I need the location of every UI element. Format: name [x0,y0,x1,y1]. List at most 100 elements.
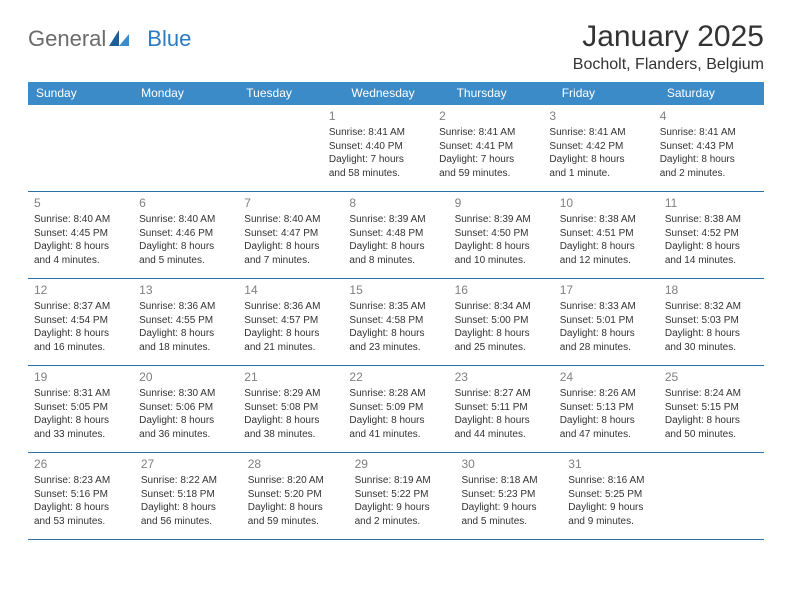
day-number: 8 [349,195,442,211]
dow-cell: Thursday [449,82,554,105]
day-cell: 24Sunrise: 8:26 AMSunset: 5:13 PMDayligh… [554,366,659,452]
day-detail-line: Sunrise: 8:40 AM [244,213,337,227]
day-detail-line: Sunset: 4:54 PM [34,314,127,328]
day-cell: 22Sunrise: 8:28 AMSunset: 5:09 PMDayligh… [343,366,448,452]
day-detail-line: Sunrise: 8:40 AM [34,213,127,227]
day-cell: 25Sunrise: 8:24 AMSunset: 5:15 PMDayligh… [659,366,764,452]
day-detail-line: Sunrise: 8:27 AM [455,387,548,401]
day-cell: 1Sunrise: 8:41 AMSunset: 4:40 PMDaylight… [323,105,433,191]
day-detail-line: Sunset: 4:51 PM [560,227,653,241]
day-number: 28 [248,456,343,472]
header: General Blue January 2025 Bocholt, Fland… [28,20,764,74]
day-detail-line: and 58 minutes. [329,167,427,181]
day-detail-line: Sunrise: 8:41 AM [329,126,427,140]
day-detail-line: Sunrise: 8:20 AM [248,474,343,488]
day-detail-line: Daylight: 7 hours [439,153,537,167]
dow-cell: Tuesday [238,82,343,105]
day-cell: 15Sunrise: 8:35 AMSunset: 4:58 PMDayligh… [343,279,448,365]
day-cell: 23Sunrise: 8:27 AMSunset: 5:11 PMDayligh… [449,366,554,452]
day-detail-line: Daylight: 8 hours [34,327,127,341]
day-detail-line: and 53 minutes. [34,515,129,529]
day-number: 22 [349,369,442,385]
day-number: 4 [660,108,758,124]
day-number: 12 [34,282,127,298]
day-cell: 5Sunrise: 8:40 AMSunset: 4:45 PMDaylight… [28,192,133,278]
day-detail-line: Sunrise: 8:39 AM [349,213,442,227]
day-detail-line: Daylight: 8 hours [34,414,127,428]
day-cell: 30Sunrise: 8:18 AMSunset: 5:23 PMDayligh… [455,453,562,539]
day-number: 26 [34,456,129,472]
day-detail-line: Sunrise: 8:19 AM [355,474,450,488]
day-detail-line: Sunrise: 8:24 AM [665,387,758,401]
day-number: 7 [244,195,337,211]
day-detail-line: Daylight: 8 hours [665,240,758,254]
day-detail-line: and 8 minutes. [349,254,442,268]
day-cell: 19Sunrise: 8:31 AMSunset: 5:05 PMDayligh… [28,366,133,452]
day-cell: 27Sunrise: 8:22 AMSunset: 5:18 PMDayligh… [135,453,242,539]
day-detail-line: Daylight: 8 hours [665,414,758,428]
day-detail-line: Sunset: 4:48 PM [349,227,442,241]
day-detail-line: Sunrise: 8:29 AM [244,387,337,401]
day-cell: 3Sunrise: 8:41 AMSunset: 4:42 PMDaylight… [543,105,653,191]
day-detail-line: Sunrise: 8:31 AM [34,387,127,401]
day-detail-line: and 44 minutes. [455,428,548,442]
day-detail-line: Sunset: 5:23 PM [461,488,556,502]
day-detail-line: Sunrise: 8:23 AM [34,474,129,488]
day-number: 19 [34,369,127,385]
day-detail-line: Sunset: 5:09 PM [349,401,442,415]
day-number: 17 [560,282,653,298]
day-number: 24 [560,369,653,385]
day-detail-line: Sunset: 5:08 PM [244,401,337,415]
day-detail-line: and 2 minutes. [660,167,758,181]
day-detail-line: Daylight: 8 hours [560,414,653,428]
day-detail-line: Sunset: 4:42 PM [549,140,647,154]
day-detail-line: Daylight: 8 hours [34,501,129,515]
dow-cell: Sunday [28,82,133,105]
day-number: 16 [455,282,548,298]
day-detail-line: and 41 minutes. [349,428,442,442]
day-detail-line: Sunset: 5:00 PM [455,314,548,328]
day-number: 9 [455,195,548,211]
day-detail-line: Sunset: 4:52 PM [665,227,758,241]
week-row: 19Sunrise: 8:31 AMSunset: 5:05 PMDayligh… [28,366,764,453]
day-detail-line: Sunset: 4:43 PM [660,140,758,154]
day-number: 29 [355,456,450,472]
day-detail-line: Daylight: 8 hours [139,240,232,254]
day-number: 14 [244,282,337,298]
day-number: 2 [439,108,537,124]
day-detail-line: Daylight: 8 hours [244,240,337,254]
day-detail-line: Sunset: 5:15 PM [665,401,758,415]
calendar-page: General Blue January 2025 Bocholt, Fland… [0,0,792,560]
day-detail-line: Sunset: 5:13 PM [560,401,653,415]
logo-mark-icon [109,26,129,52]
day-detail-line: Daylight: 8 hours [141,501,236,515]
weeks-container: 1Sunrise: 8:41 AMSunset: 4:40 PMDaylight… [28,105,764,540]
day-number: 3 [549,108,647,124]
day-detail-line: and 10 minutes. [455,254,548,268]
day-detail-line: Sunrise: 8:36 AM [139,300,232,314]
day-detail-line: Sunset: 4:55 PM [139,314,232,328]
days-of-week-row: SundayMondayTuesdayWednesdayThursdayFrid… [28,82,764,105]
day-detail-line: Daylight: 8 hours [349,414,442,428]
week-row: 12Sunrise: 8:37 AMSunset: 4:54 PMDayligh… [28,279,764,366]
day-number: 30 [461,456,556,472]
day-detail-line: and 59 minutes. [439,167,537,181]
month-title: January 2025 [573,20,764,54]
day-detail-line: Daylight: 8 hours [665,327,758,341]
day-number: 1 [329,108,427,124]
logo: General Blue [28,26,191,52]
day-detail-line: Daylight: 7 hours [329,153,427,167]
day-detail-line: and 14 minutes. [665,254,758,268]
day-detail-line: Sunrise: 8:41 AM [549,126,647,140]
day-detail-line: Daylight: 8 hours [139,414,232,428]
day-detail-line: Daylight: 8 hours [455,327,548,341]
day-detail-line: and 16 minutes. [34,341,127,355]
day-detail-line: Sunrise: 8:22 AM [141,474,236,488]
day-detail-line: and 12 minutes. [560,254,653,268]
title-block: January 2025 Bocholt, Flanders, Belgium [573,20,764,74]
day-detail-line: Daylight: 8 hours [244,414,337,428]
day-detail-line: and 59 minutes. [248,515,343,529]
location: Bocholt, Flanders, Belgium [573,56,764,74]
day-cell: 4Sunrise: 8:41 AMSunset: 4:43 PMDaylight… [654,105,764,191]
day-number: 13 [139,282,232,298]
